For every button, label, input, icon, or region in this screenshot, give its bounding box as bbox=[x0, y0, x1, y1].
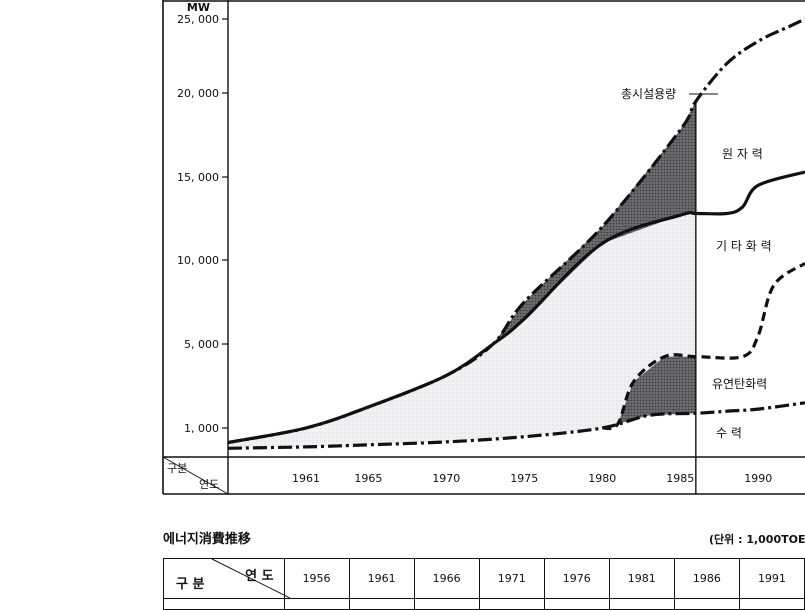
x-tick-label: 1980 bbox=[588, 472, 616, 485]
y-tick-label: 10, 000 bbox=[177, 254, 219, 267]
region-label: 수 력 bbox=[716, 426, 742, 440]
total-capacity-annotation: 총시설용량 bbox=[621, 87, 676, 101]
y-tick-label: 25, 000 bbox=[177, 13, 219, 26]
y-tick-label: 15, 000 bbox=[177, 171, 219, 184]
table-year-cell: 1976 bbox=[543, 558, 610, 599]
table-year-cell: 1991 bbox=[738, 558, 805, 599]
table-body-cell bbox=[673, 598, 740, 610]
nuclear-shaded-area bbox=[493, 101, 696, 345]
corner-diagonal bbox=[162, 456, 229, 495]
series-line bbox=[227, 401, 805, 450]
x-tick-label: 1985 bbox=[666, 472, 694, 485]
y-unit-label: MW bbox=[187, 1, 210, 14]
x-tick-label: 1975 bbox=[510, 472, 538, 485]
table-body-cell bbox=[543, 598, 610, 610]
table-body-cell bbox=[413, 598, 480, 610]
x-tick-label: 1990 bbox=[744, 472, 772, 485]
region-label: 원 자 력 bbox=[722, 147, 763, 161]
table-body-cell bbox=[478, 598, 545, 610]
x-tick-label: 1961 bbox=[292, 472, 320, 485]
table-body-cell bbox=[348, 598, 415, 610]
table-year-cell: 1966 bbox=[413, 558, 480, 599]
table-body-cell bbox=[163, 598, 285, 610]
table-header-row: 구 분 연 도 1956 1961 1966 1971 1976 1981 19… bbox=[163, 558, 805, 599]
table-body-cell bbox=[608, 598, 675, 610]
corner-diagonal bbox=[211, 559, 290, 598]
series-line bbox=[601, 262, 805, 431]
series-line bbox=[227, 170, 805, 445]
coal-shaded-area bbox=[602, 356, 696, 428]
table-year-cell: 1956 bbox=[283, 558, 350, 599]
corner-label-bottom: 연도 bbox=[199, 478, 219, 491]
x-tick-label: 1965 bbox=[354, 472, 382, 485]
table-year-cell: 1986 bbox=[673, 558, 740, 599]
light-shaded-area bbox=[228, 213, 696, 449]
y-tick-label: 1, 000 bbox=[184, 422, 219, 435]
energy-consumption-table: 구 분 연 도 1956 1961 1966 1971 1976 1981 19… bbox=[163, 558, 805, 610]
table-year-cell: 1961 bbox=[348, 558, 415, 599]
region-label: 기 타 화 력 bbox=[716, 239, 772, 253]
table-year-cell: 1981 bbox=[608, 558, 675, 599]
table-title: 에너지消費推移 bbox=[163, 532, 251, 547]
table-body-cell bbox=[738, 598, 805, 610]
table-body-row bbox=[163, 598, 805, 610]
y-tick-label: 20, 000 bbox=[177, 87, 219, 100]
table-unit: (단위 : 1,000TOE) bbox=[709, 533, 805, 546]
table-corner-right: 연 도 bbox=[245, 569, 274, 584]
region-label: 유연탄화력 bbox=[712, 377, 767, 391]
corner-label-top: 구분 bbox=[167, 462, 187, 475]
table-body-cell bbox=[283, 598, 350, 610]
table-year-cell: 1971 bbox=[478, 558, 545, 599]
table-corner-left: 구 분 bbox=[176, 577, 205, 592]
table-corner-cell: 구 분 연 도 bbox=[163, 558, 290, 599]
y-tick-label: 5, 000 bbox=[184, 338, 219, 351]
x-tick-label: 1970 bbox=[432, 472, 460, 485]
